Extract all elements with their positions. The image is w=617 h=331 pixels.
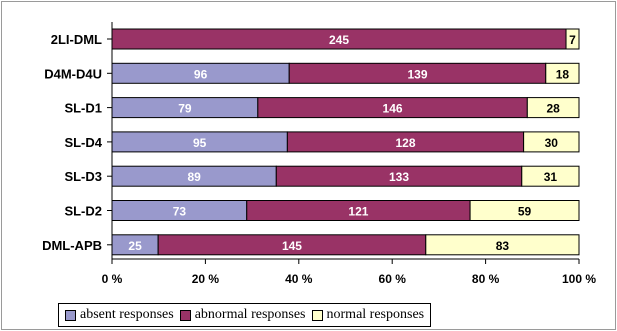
data-label: 128 [395, 136, 415, 150]
data-label: 89 [187, 170, 201, 184]
data-label: 30 [545, 136, 559, 150]
bar-segment [526, 97, 580, 119]
data-label: 139 [407, 67, 427, 81]
data-label: 83 [496, 239, 510, 253]
data-label: 59 [518, 205, 532, 219]
legend: absent responses abnormal responses normal… [58, 303, 432, 327]
bar-segment [425, 234, 580, 256]
category-label: 2LI-DML [51, 32, 102, 47]
x-tick-label: 0 % [102, 272, 123, 286]
data-label: 73 [173, 205, 187, 219]
legend-item: absent responses [65, 307, 174, 323]
data-label: 25 [128, 239, 142, 253]
x-tick-label: 40 % [285, 272, 313, 286]
category-label: SL-D3 [64, 169, 102, 184]
data-label: 7 [569, 33, 576, 47]
legend-swatch [179, 309, 191, 321]
x-tick-label: 20 % [192, 272, 220, 286]
x-tick-label: 60 % [379, 272, 407, 286]
data-label: 31 [544, 170, 558, 184]
bar-segment [469, 200, 580, 221]
data-label: 95 [193, 136, 207, 150]
bar-segment [565, 28, 580, 50]
category-label: SL-D4 [64, 135, 102, 150]
x-tick-label: 80 % [472, 272, 500, 286]
legend-label: abnormal responses [194, 307, 306, 322]
data-label: 18 [556, 67, 570, 81]
data-label: 145 [282, 239, 302, 253]
legend-label: absent responses [80, 307, 174, 322]
data-label: 96 [194, 67, 208, 81]
legend-swatch [311, 309, 323, 321]
data-label: 28 [546, 102, 560, 116]
category-label: SL-D2 [64, 204, 102, 219]
data-label: 79 [178, 102, 192, 116]
data-label: 121 [348, 205, 368, 219]
category-label: SL-D1 [64, 101, 102, 116]
x-tick-label: 100 % [562, 272, 596, 286]
category-label: DML-APB [42, 238, 102, 253]
legend-label: normal responses [326, 307, 425, 322]
bar-segment [521, 165, 580, 187]
data-label: 245 [329, 33, 349, 47]
bar-segment [523, 131, 580, 153]
legend-swatch [65, 309, 76, 321]
bar-segment [545, 62, 580, 84]
legend-item: normal responses [311, 307, 425, 323]
category-label: D4M-D4U [44, 66, 102, 81]
stacked-bar-chart: 0 % 20 % 40 % 60 % 80 % 100 % 2LI-DML 245 7 D4M-D… [42, 22, 596, 286]
data-label: 146 [383, 102, 403, 116]
legend-item: abnormal responses [179, 307, 306, 323]
data-label: 133 [389, 170, 409, 184]
